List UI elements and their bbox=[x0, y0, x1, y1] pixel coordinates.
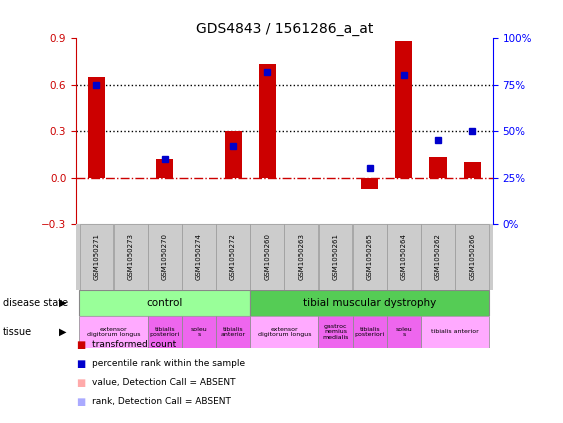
Bar bbox=[259, 64, 276, 178]
Text: GSM1050265: GSM1050265 bbox=[367, 233, 373, 280]
Bar bbox=[319, 224, 352, 290]
Bar bbox=[79, 290, 250, 316]
Text: tissue: tissue bbox=[3, 327, 32, 337]
Title: GDS4843 / 1561286_a_at: GDS4843 / 1561286_a_at bbox=[195, 22, 373, 36]
Text: GSM1050266: GSM1050266 bbox=[469, 233, 475, 280]
Bar bbox=[421, 224, 455, 290]
Bar bbox=[79, 224, 113, 290]
Bar bbox=[114, 224, 148, 290]
Text: ■: ■ bbox=[76, 378, 85, 388]
Text: GSM1050271: GSM1050271 bbox=[93, 233, 100, 280]
Text: GSM1050261: GSM1050261 bbox=[333, 233, 338, 280]
Bar bbox=[182, 316, 216, 348]
Text: control: control bbox=[146, 298, 183, 308]
Bar bbox=[353, 224, 387, 290]
Text: ■: ■ bbox=[76, 359, 85, 369]
Bar bbox=[148, 224, 182, 290]
Bar bbox=[250, 290, 489, 316]
Text: ■: ■ bbox=[76, 397, 85, 407]
Text: disease state: disease state bbox=[3, 298, 68, 308]
Text: GSM1050264: GSM1050264 bbox=[401, 233, 407, 280]
Bar bbox=[216, 224, 250, 290]
Bar bbox=[216, 316, 250, 348]
Text: tibialis
posteriori: tibialis posteriori bbox=[355, 327, 385, 337]
Bar bbox=[182, 224, 216, 290]
Text: GSM1050263: GSM1050263 bbox=[298, 233, 305, 280]
Text: GSM1050272: GSM1050272 bbox=[230, 233, 236, 280]
Bar bbox=[157, 159, 173, 178]
Text: gastroc
nemius
medialis: gastroc nemius medialis bbox=[323, 324, 348, 340]
Bar bbox=[430, 157, 446, 178]
Text: percentile rank within the sample: percentile rank within the sample bbox=[92, 359, 245, 368]
Bar bbox=[225, 131, 242, 178]
Bar bbox=[79, 316, 148, 348]
Text: GSM1050260: GSM1050260 bbox=[264, 233, 270, 280]
Bar bbox=[421, 316, 489, 348]
Text: extensor
digitorum longus: extensor digitorum longus bbox=[257, 327, 311, 337]
Bar bbox=[395, 41, 412, 178]
Text: tibialis anterior: tibialis anterior bbox=[431, 330, 479, 334]
Text: GSM1050273: GSM1050273 bbox=[128, 233, 133, 280]
Text: soleu
s: soleu s bbox=[190, 327, 207, 337]
Text: GSM1050270: GSM1050270 bbox=[162, 233, 168, 280]
Text: GSM1050274: GSM1050274 bbox=[196, 233, 202, 280]
Bar bbox=[250, 316, 319, 348]
Bar bbox=[352, 316, 387, 348]
Bar bbox=[88, 77, 105, 178]
Text: ▶: ▶ bbox=[59, 327, 66, 337]
Text: rank, Detection Call = ABSENT: rank, Detection Call = ABSENT bbox=[92, 397, 231, 407]
Text: transformed count: transformed count bbox=[92, 340, 176, 349]
Text: tibialis
anterior: tibialis anterior bbox=[221, 327, 245, 337]
Text: tibial muscular dystrophy: tibial muscular dystrophy bbox=[303, 298, 436, 308]
Text: ■: ■ bbox=[76, 340, 85, 350]
Text: extensor
digitorum longus: extensor digitorum longus bbox=[87, 327, 140, 337]
Bar bbox=[284, 224, 318, 290]
Bar bbox=[148, 316, 182, 348]
Text: tibialis
posteriori: tibialis posteriori bbox=[150, 327, 180, 337]
Bar bbox=[387, 224, 421, 290]
Bar bbox=[463, 162, 481, 178]
Text: GSM1050262: GSM1050262 bbox=[435, 233, 441, 280]
Bar bbox=[251, 224, 284, 290]
Text: soleu
s: soleu s bbox=[395, 327, 412, 337]
Bar bbox=[361, 178, 378, 189]
Bar bbox=[319, 316, 352, 348]
Bar bbox=[455, 224, 489, 290]
Text: ▶: ▶ bbox=[59, 298, 66, 308]
Bar bbox=[387, 316, 421, 348]
Text: value, Detection Call = ABSENT: value, Detection Call = ABSENT bbox=[92, 378, 235, 387]
